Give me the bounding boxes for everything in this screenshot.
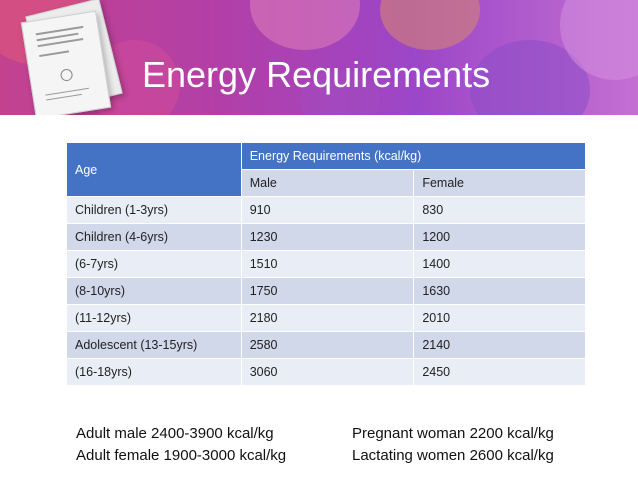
female-value-cell: 2140 [413,331,586,359]
energy-requirements-table: Age Energy Requirements (kcal/kg) Male F… [66,142,587,386]
male-column-header: Male [240,169,415,197]
female-column-header: Female [413,169,586,197]
age-cell: (16-18yrs) [66,358,242,386]
female-value-cell: 1630 [413,277,586,305]
page-title: Energy Requirements [142,54,491,95]
male-value-cell: 910 [240,196,415,224]
age-cell: Adolescent (13-15yrs) [66,331,242,359]
female-value-cell: 1200 [413,223,586,251]
banner-decoration [300,70,380,115]
header-banner: Energy Requirements [0,0,638,115]
female-value-cell: 1400 [413,250,586,278]
table-subheader-row: Male Female [67,169,586,197]
adult-female-note: Adult female 1900-3000 kcal/kg [76,447,287,464]
table-row: (8-10yrs) 1750 1630 [66,277,586,305]
table-row: Children (4-6yrs) 1230 1200 [66,223,586,251]
age-cell: Children (1-3yrs) [66,196,242,224]
table-header-row: Age Energy Requirements (kcal/kg) [66,142,587,197]
age-cell: Children (4-6yrs) [66,223,242,251]
table-row: (6-7yrs) 1510 1400 [66,250,586,278]
banner-decoration [380,0,480,50]
pregnant-woman-note: Pregnant woman 2200 kcal/kg [352,425,554,442]
female-value-cell: 830 [413,196,586,224]
age-column-header: Age [66,142,242,197]
age-cell: (11-12yrs) [66,304,242,332]
lactating-women-note: Lactating women 2600 kcal/kg [352,447,554,464]
pregnancy-notes: Pregnant woman 2200 kcal/kg Lactating wo… [352,423,554,467]
document-icon [20,10,112,115]
banner-decoration [250,0,360,50]
male-value-cell: 1510 [240,250,415,278]
energy-column-group-header: Energy Requirements (kcal/kg) [240,142,587,170]
male-value-cell: 2180 [240,304,415,332]
male-value-cell: 1230 [240,223,415,251]
female-value-cell: 2450 [413,358,586,386]
male-value-cell: 3060 [240,358,415,386]
table-row: Children (1-3yrs) 910 830 [66,196,586,224]
adult-male-note: Adult male 2400-3900 kcal/kg [76,425,274,442]
male-value-cell: 2580 [240,331,415,359]
table-row: (16-18yrs) 3060 2450 [66,358,586,386]
male-value-cell: 1750 [240,277,415,305]
female-value-cell: 2010 [413,304,586,332]
adult-notes: Adult male 2400-3900 kcal/kg Adult femal… [76,423,286,467]
age-cell: (8-10yrs) [66,277,242,305]
table-row: (11-12yrs) 2180 2010 [66,304,586,332]
table-row: Adolescent (13-15yrs) 2580 2140 [66,331,586,359]
age-cell: (6-7yrs) [66,250,242,278]
